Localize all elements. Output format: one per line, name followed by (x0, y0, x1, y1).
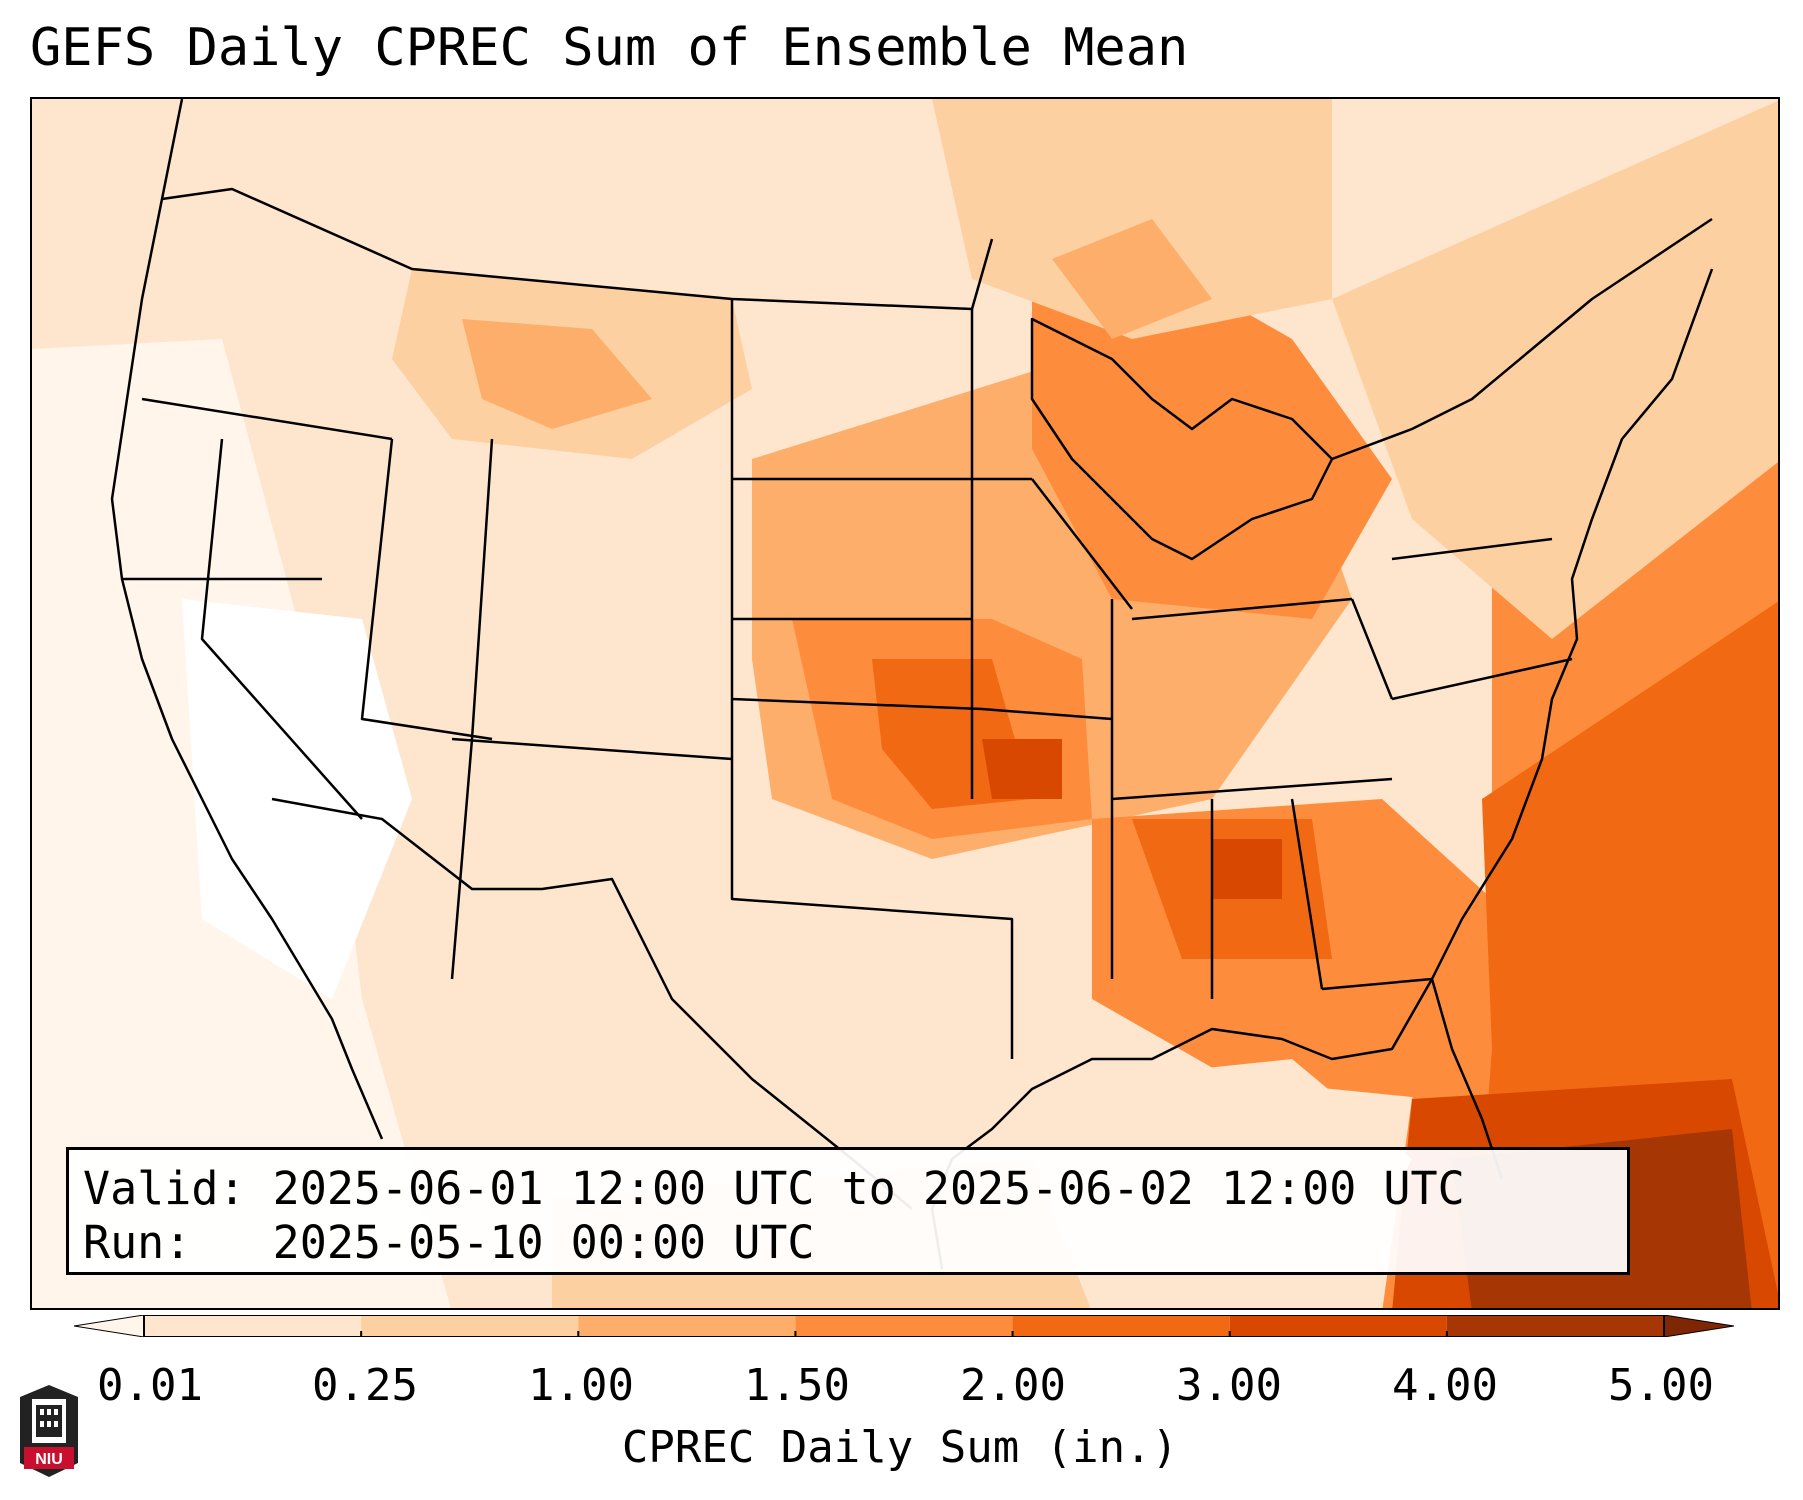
field-desert-white (182, 599, 412, 999)
colorbar-outline (143, 1315, 1665, 1337)
tick-label-2: 1.00 (528, 1360, 634, 1411)
map-title: GEFS Daily CPREC Sum of Ensemble Mean (30, 18, 1189, 78)
niu-tower-icon: NIU (20, 1385, 78, 1477)
colorbar (74, 1315, 1734, 1337)
precip-map (32, 99, 1778, 1308)
great-lakes-outline (1030, 317, 1334, 561)
field-al-max (1212, 839, 1282, 899)
tick-label-0: 0.01 (97, 1360, 203, 1411)
valid-time-text: Valid: 2025-06-01 12:00 UTC to 2025-06-0… (83, 1162, 1465, 1215)
tick-label-7: 5.00 (1608, 1360, 1714, 1411)
field-great-lakes (1032, 259, 1392, 619)
field-rockies-core (462, 319, 652, 429)
colorbar-under-arrow (74, 1315, 145, 1337)
colorbar-segment-1 (361, 1315, 579, 1337)
field-max-mo (982, 739, 1062, 799)
colorbar-segment-3 (795, 1315, 1013, 1337)
west-coastline (110, 99, 384, 1140)
logo-text: NIU (35, 1451, 63, 1468)
colorbar-segment-4 (1012, 1315, 1230, 1337)
canada-border (161, 187, 994, 311)
east-coastline (1430, 268, 1714, 1180)
tick-label-5: 3.00 (1176, 1360, 1282, 1411)
colorbar-segment-0 (144, 1315, 362, 1337)
tick-label-4: 2.00 (960, 1360, 1066, 1411)
tick-label-6: 4.00 (1392, 1360, 1498, 1411)
colorbar-segment-2 (578, 1315, 796, 1337)
state-lines (122, 299, 1573, 1059)
field-canada (932, 99, 1332, 339)
tick-label-1: 0.25 (312, 1360, 418, 1411)
valid-run-box: Valid: 2025-06-01 12:00 UTC to 2025-06-0… (66, 1147, 1630, 1275)
colorbar-segment-5 (1229, 1315, 1447, 1337)
colorbar-label: CPREC Daily Sum (in.) (621, 1422, 1179, 1473)
colorbar-over-arrow (1663, 1315, 1734, 1337)
st-lawrence (1331, 217, 1713, 461)
run-time-text: Run: 2025-05-10 00:00 UTC (83, 1216, 815, 1269)
mexico-border (271, 797, 913, 1210)
map-panel[interactable] (30, 97, 1780, 1310)
colorbar-segment-6 (1446, 1315, 1664, 1337)
tick-label-3: 1.50 (744, 1360, 850, 1411)
field-ontario (1052, 219, 1212, 339)
field-northeast (1332, 100, 1778, 639)
